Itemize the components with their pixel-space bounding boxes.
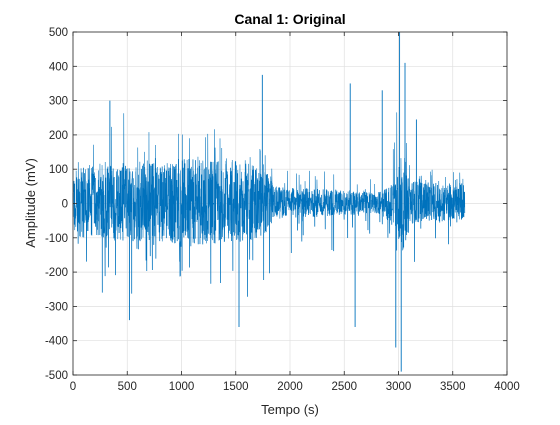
x-tick-label: 3000: [386, 381, 412, 393]
y-tick-label: 400: [49, 61, 68, 73]
x-tick-label: 4000: [494, 381, 520, 393]
y-tick-label: 300: [49, 96, 68, 108]
y-tick-label: 100: [49, 164, 68, 176]
y-tick-label: -200: [45, 267, 68, 279]
y-tick-label: 0: [62, 199, 68, 211]
x-tick-label: 500: [118, 381, 137, 393]
x-axis-ticks: 0 500 1000 1500 2000 2500 3000 3500 4000: [70, 32, 520, 393]
y-axis-ticks: -500 -400 -300 -200 -100 0 100 200 300 400 500: [45, 27, 507, 382]
y-tick-label: 200: [49, 130, 68, 142]
chart-title: Canal 1: Original: [234, 11, 345, 27]
x-tick-label: 1500: [223, 381, 249, 393]
y-tick-label: 500: [49, 27, 68, 39]
x-tick-label: 3500: [440, 381, 466, 393]
x-tick-label: 0: [70, 381, 76, 393]
y-tick-label: -300: [45, 301, 68, 313]
x-tick-label: 1000: [169, 381, 195, 393]
y-tick-label: -400: [45, 336, 68, 348]
y-tick-label: -500: [45, 370, 68, 382]
y-axis-label: Amplitude (mV): [23, 158, 38, 248]
x-tick-label: 2500: [331, 381, 357, 393]
grid: [72, 31, 508, 376]
x-axis-label: Tempo (s): [261, 402, 319, 417]
x-tick-label: 2000: [277, 381, 303, 393]
y-tick-label: -100: [45, 233, 68, 245]
